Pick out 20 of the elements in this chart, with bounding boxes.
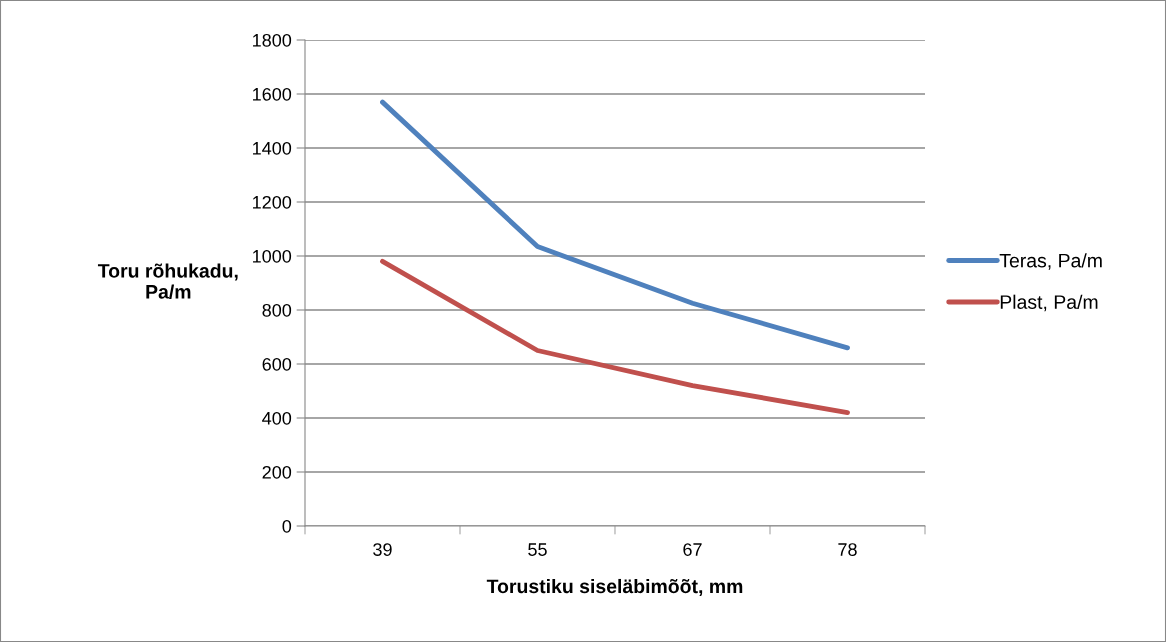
y-tick-label: 1600 bbox=[253, 87, 292, 101]
x-tick-label: 39 bbox=[373, 543, 392, 556]
y-tick-label: 600 bbox=[262, 357, 292, 371]
y-tick-label: 200 bbox=[262, 465, 292, 479]
x-tick-label: 78 bbox=[838, 543, 857, 556]
legend-label: Teras, Pa/m bbox=[999, 253, 1102, 270]
y-tick-label: 1800 bbox=[253, 33, 292, 47]
line-series bbox=[380, 99, 850, 351]
y-tick-label: 1400 bbox=[253, 141, 292, 155]
x-axis-title: Torustiku siseläbimõõt, mm bbox=[486, 578, 743, 597]
y-tick-label: 800 bbox=[262, 303, 292, 317]
line-series bbox=[380, 258, 850, 416]
y-tick-label: 400 bbox=[262, 411, 292, 425]
x-tick-label: 55 bbox=[528, 543, 547, 556]
legend-label: Plast, Pa/m bbox=[1000, 294, 1098, 312]
y-axis-title: Toru rõhukadu, Pa/m bbox=[97, 263, 238, 299]
y-tick-label: 0 bbox=[282, 519, 292, 533]
y-tick-label: 1000 bbox=[253, 249, 292, 263]
x-tick-label: 67 bbox=[683, 543, 702, 556]
y-tick-label: 1200 bbox=[253, 195, 292, 209]
